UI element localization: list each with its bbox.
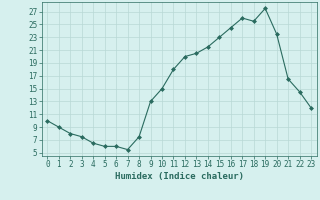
X-axis label: Humidex (Indice chaleur): Humidex (Indice chaleur) — [115, 172, 244, 181]
